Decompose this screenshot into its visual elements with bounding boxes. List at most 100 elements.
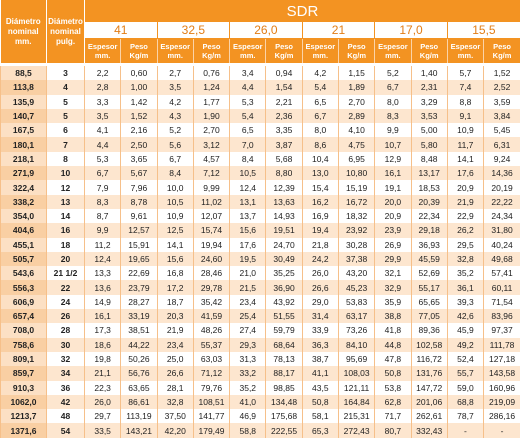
value-cell: 27,4 <box>230 323 266 337</box>
value-cell: 121,11 <box>338 381 374 395</box>
diameter-cell: 135,9 <box>1 95 47 109</box>
value-cell: 19,65 <box>121 252 157 266</box>
value-cell: 5,7 <box>447 66 483 80</box>
value-cell: 18,6 <box>85 338 121 352</box>
value-cell: 2,70 <box>338 95 374 109</box>
value-cell: 4,4 <box>230 80 266 94</box>
value-cell: 6,7 <box>302 109 338 123</box>
value-cell: 12,39 <box>266 180 302 194</box>
diameter-cell: 21 1/2 <box>47 266 85 280</box>
value-cell: 50,26 <box>121 352 157 366</box>
value-cell: 41,1 <box>302 366 338 380</box>
value-cell: 33,19 <box>121 309 157 323</box>
column-header: Diámetro nominal mm. <box>1 0 47 63</box>
diameter-cell: 1062,0 <box>1 395 47 409</box>
value-cell: 33,9 <box>302 323 338 337</box>
diameter-cell: 354,0 <box>1 209 47 223</box>
value-cell: 68,8 <box>447 395 483 409</box>
value-cell: 14,93 <box>266 209 302 223</box>
value-cell: 52,4 <box>447 352 483 366</box>
diameter-cell: 338,2 <box>1 195 47 209</box>
value-cell: 134,48 <box>266 395 302 409</box>
value-cell: 13,0 <box>302 166 338 180</box>
value-cell: 24,60 <box>193 252 229 266</box>
value-cell: 52,69 <box>411 266 447 280</box>
sub-header: Espesor mm. <box>157 39 193 64</box>
sdr-value: 17,0 <box>375 22 448 39</box>
value-cell: 29,0 <box>302 295 338 309</box>
value-cell: 262,61 <box>411 409 447 423</box>
value-cell: 41,59 <box>193 309 229 323</box>
value-cell: 78,13 <box>266 352 302 366</box>
value-cell: 7,12 <box>193 166 229 180</box>
value-cell: 13,1 <box>230 195 266 209</box>
value-cell: 6,95 <box>338 152 374 166</box>
value-cell: 35,25 <box>266 266 302 280</box>
diameter-cell: 859,7 <box>1 366 47 380</box>
value-cell: 68,64 <box>266 338 302 352</box>
value-cell: 6,7 <box>157 152 193 166</box>
diameter-cell: 13 <box>47 195 85 209</box>
value-cell: 8,8 <box>447 95 483 109</box>
value-cell: 5,3 <box>85 152 121 166</box>
value-cell: 7,0 <box>230 137 266 151</box>
value-cell: 17,6 <box>447 166 483 180</box>
value-cell: 49,68 <box>484 252 520 266</box>
value-cell: 4,10 <box>338 123 374 137</box>
value-cell: 21,1 <box>85 366 121 380</box>
value-cell: 29,9 <box>375 252 411 266</box>
value-cell: 55,17 <box>411 280 447 294</box>
value-cell: 5,6 <box>157 137 193 151</box>
value-cell: 2,31 <box>411 80 447 94</box>
diameter-cell: 88,5 <box>1 66 47 80</box>
value-cell: 141,77 <box>193 409 229 423</box>
value-cell: 143,58 <box>484 366 520 380</box>
value-cell: 78,7 <box>447 409 483 423</box>
value-cell: 6,7 <box>85 166 121 180</box>
diameter-cell: 758,6 <box>1 338 47 352</box>
value-cell: 1,24 <box>193 80 229 94</box>
value-cell: 13,7 <box>230 209 266 223</box>
value-cell: 15,6 <box>157 252 193 266</box>
value-cell: 10,7 <box>375 137 411 151</box>
value-cell: 111,78 <box>484 338 520 352</box>
value-cell: 11,7 <box>447 137 483 151</box>
value-cell: 25,0 <box>157 352 193 366</box>
value-cell: 1,42 <box>121 95 157 109</box>
value-cell: 48,26 <box>193 323 229 337</box>
value-cell: 58,1 <box>302 409 338 423</box>
value-cell: 131,76 <box>411 366 447 380</box>
diameter-cell: 910,3 <box>1 381 47 395</box>
value-cell: 2,2 <box>85 66 121 80</box>
value-cell: 16,2 <box>302 195 338 209</box>
value-cell: 31,80 <box>484 223 520 237</box>
diameter-cell: 218,1 <box>1 152 47 166</box>
value-cell: 7,96 <box>121 180 157 194</box>
value-cell: 63,03 <box>193 352 229 366</box>
value-cell: 116,72 <box>411 352 447 366</box>
value-cell: 37,38 <box>338 252 374 266</box>
value-cell: 1,15 <box>338 66 374 80</box>
diameter-cell: 54 <box>47 423 85 437</box>
value-cell: 62,8 <box>375 395 411 409</box>
value-cell: 113,19 <box>121 409 157 423</box>
value-cell: 2,21 <box>266 95 302 109</box>
value-cell: 15,4 <box>302 180 338 194</box>
diameter-cell: 809,1 <box>1 352 47 366</box>
diameter-cell: 30 <box>47 338 85 352</box>
value-cell: 63,65 <box>121 381 157 395</box>
value-cell: 63,17 <box>338 309 374 323</box>
value-cell: 15,91 <box>121 238 157 252</box>
value-cell: 20,9 <box>447 180 483 194</box>
value-cell: 65,3 <box>302 423 338 437</box>
diameter-cell: 16 <box>47 223 85 237</box>
sub-header: Espesor mm. <box>447 39 483 64</box>
